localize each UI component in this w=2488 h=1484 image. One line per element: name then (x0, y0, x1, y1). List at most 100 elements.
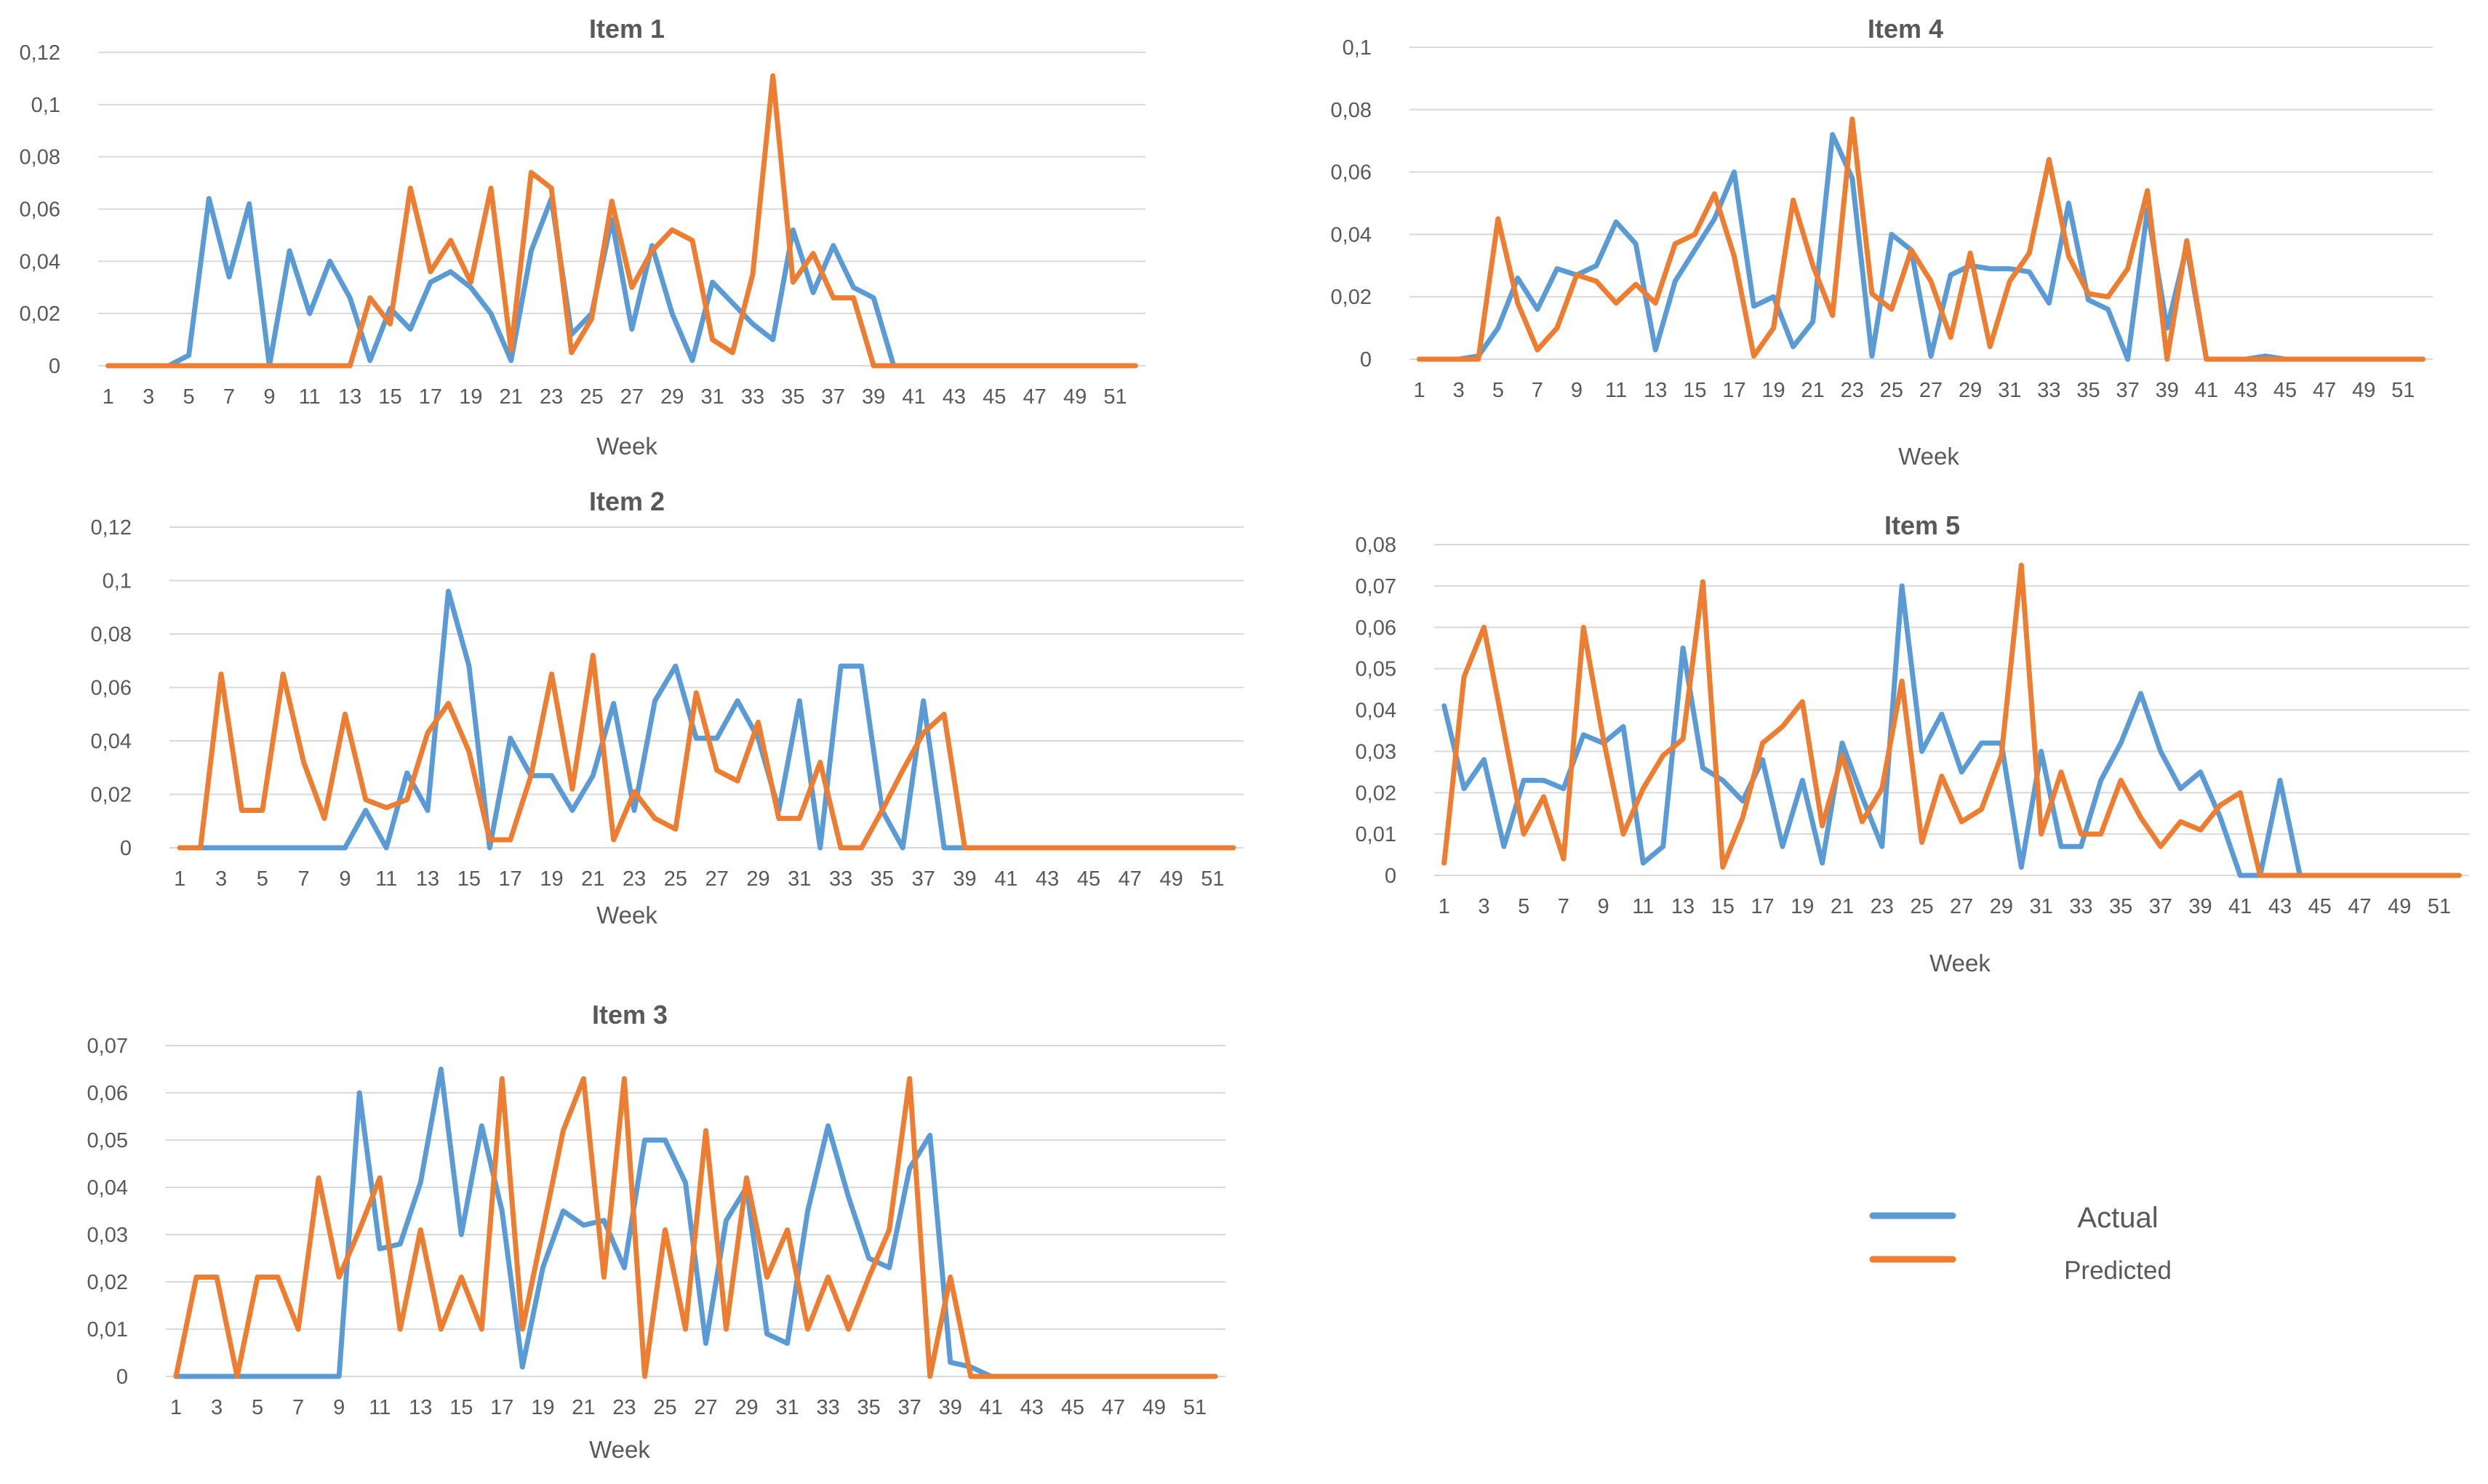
series-line-predicted (1417, 116, 2425, 362)
chart-item-1: 00,020,040,060,080,10,121 3 5 7 9 11 13 15 17 19 2… (20, 14, 1145, 460)
x-tick-label: 25 (664, 867, 687, 891)
series-line-predicted (177, 652, 1236, 851)
x-axis-label: Week (589, 1436, 650, 1463)
x-tick-label: 3 (1453, 379, 1465, 402)
x-tick-label: 7 (223, 385, 235, 409)
chart-title: Item 3 (592, 1000, 668, 1030)
x-tick-label: 43 (1020, 1396, 1044, 1419)
x-tick-label: 15 (1683, 379, 1706, 402)
y-tick-label: 0 (116, 1365, 128, 1389)
x-tick-label: 23 (623, 867, 646, 891)
x-tick-label: 11 (299, 385, 321, 409)
x-tick-label: 27 (1950, 895, 1973, 918)
y-tick-label: 0 (49, 355, 60, 378)
y-tick-label: 0,06 (87, 1082, 128, 1105)
x-tick-label: 3 (215, 867, 227, 891)
x-tick-label: 51 (2391, 379, 2415, 402)
x-tick-label: 19 (1761, 379, 1785, 402)
x-tick-label: 35 (2076, 379, 2100, 402)
x-tick-label: 7 (292, 1396, 304, 1419)
series-line-actual (1441, 583, 2462, 878)
y-tick-label: 0,08 (1331, 99, 1372, 122)
chart-title: Item 1 (589, 14, 665, 44)
x-tick-label: 41 (2228, 895, 2252, 918)
x-tick-label: 1 (1413, 379, 1425, 402)
x-tick-label: 43 (1036, 867, 1059, 891)
x-tick-label: 29 (1990, 895, 2013, 918)
series-line-predicted (105, 73, 1138, 369)
x-tick-label: 47 (1102, 1396, 1125, 1419)
x-tick-label: 5 (252, 1396, 263, 1419)
x-axis-label: Week (596, 433, 657, 460)
series-line-actual (177, 588, 1236, 851)
x-tick-label: 29 (735, 1396, 758, 1419)
x-tick-label: 23 (540, 385, 563, 409)
x-tick-label: 1 (170, 1396, 182, 1419)
x-tick-label: 37 (2116, 379, 2139, 402)
x-tick-label: 7 (298, 867, 310, 891)
x-tick-label: 27 (705, 867, 729, 891)
series-line-predicted (1441, 562, 2462, 878)
x-tick-label: 45 (983, 385, 1006, 409)
x-tick-label: 13 (409, 1396, 432, 1419)
x-tick-label: 47 (2348, 895, 2371, 918)
y-tick-label: 0,12 (20, 41, 60, 65)
x-tick-label: 35 (2109, 895, 2132, 918)
x-tick-label: 43 (2268, 895, 2292, 918)
x-tick-label: 19 (531, 1396, 554, 1419)
x-tick-label: 31 (1998, 379, 2021, 402)
legend: Actual Predicted (1869, 1202, 2172, 1285)
x-axis-label: Week (596, 902, 657, 928)
x-tick-label: 7 (1558, 895, 1569, 918)
x-tick-label: 9 (339, 867, 351, 891)
y-tick-label: 0,08 (1356, 534, 1396, 557)
y-tick-label: 0,02 (1356, 782, 1396, 805)
y-tick-label: 0,06 (91, 677, 132, 700)
x-tick-label: 41 (980, 1396, 1003, 1419)
x-tick-label: 33 (816, 1396, 839, 1419)
y-tick-label: 0,06 (1331, 161, 1372, 185)
x-tick-label: 19 (1791, 895, 1814, 918)
x-tick-label: 5 (1492, 379, 1504, 402)
x-tick-label: 31 (700, 385, 724, 409)
y-tick-label: 0 (1385, 865, 1396, 888)
x-tick-label: 29 (746, 867, 769, 891)
x-tick-label: 17 (499, 867, 522, 891)
chart-item-3: 00,010,020,030,040,050,060,071 3 5 7 9 11 13 15… (87, 1000, 1225, 1463)
x-tick-label: 27 (620, 385, 644, 409)
y-tick-label: 0,02 (91, 784, 132, 807)
x-tick-label: 19 (459, 385, 482, 409)
x-tick-label: 15 (1711, 895, 1735, 918)
x-tick-label: 45 (2273, 379, 2297, 402)
x-tick-label: 11 (375, 867, 397, 891)
x-tick-label: 33 (2069, 895, 2092, 918)
x-tick-label: 1 (1439, 895, 1450, 918)
x-tick-label: 11 (1605, 379, 1627, 402)
x-tick-label: 21 (500, 385, 523, 409)
y-tick-label: 0,04 (87, 1176, 128, 1200)
x-tick-label: 39 (939, 1396, 962, 1419)
x-tick-label: 37 (912, 867, 935, 891)
y-tick-label: 0,05 (87, 1129, 128, 1152)
x-tick-label: 17 (1751, 895, 1774, 918)
x-tick-label: 47 (2313, 379, 2336, 402)
x-tick-label: 15 (449, 1396, 473, 1419)
x-tick-label: 13 (1671, 895, 1695, 918)
y-tick-label: 0,03 (87, 1224, 128, 1247)
x-tick-label: 9 (333, 1396, 345, 1419)
x-axis-label: Week (1929, 950, 1991, 976)
x-tick-label: 39 (2156, 379, 2179, 402)
x-tick-label: 47 (1119, 867, 1142, 891)
x-tick-label: 9 (1598, 895, 1609, 918)
y-tick-label: 0,06 (1356, 617, 1396, 640)
x-tick-label: 35 (781, 385, 804, 409)
chart-item-4: 00,020,040,060,080,11 3 5 7 9 11 13 15 17 19 21 23 2… (1331, 14, 2433, 470)
x-tick-label: 19 (540, 867, 563, 891)
x-tick-label: 41 (994, 867, 1017, 891)
x-tick-label: 17 (419, 385, 442, 409)
x-tick-label: 5 (257, 867, 268, 891)
x-tick-label: 39 (953, 867, 976, 891)
chart-item-5: 00,010,020,030,040,050,060,070,081 3 5 7 9 11… (1356, 510, 2469, 976)
chart-title: Item 4 (1868, 14, 1943, 44)
